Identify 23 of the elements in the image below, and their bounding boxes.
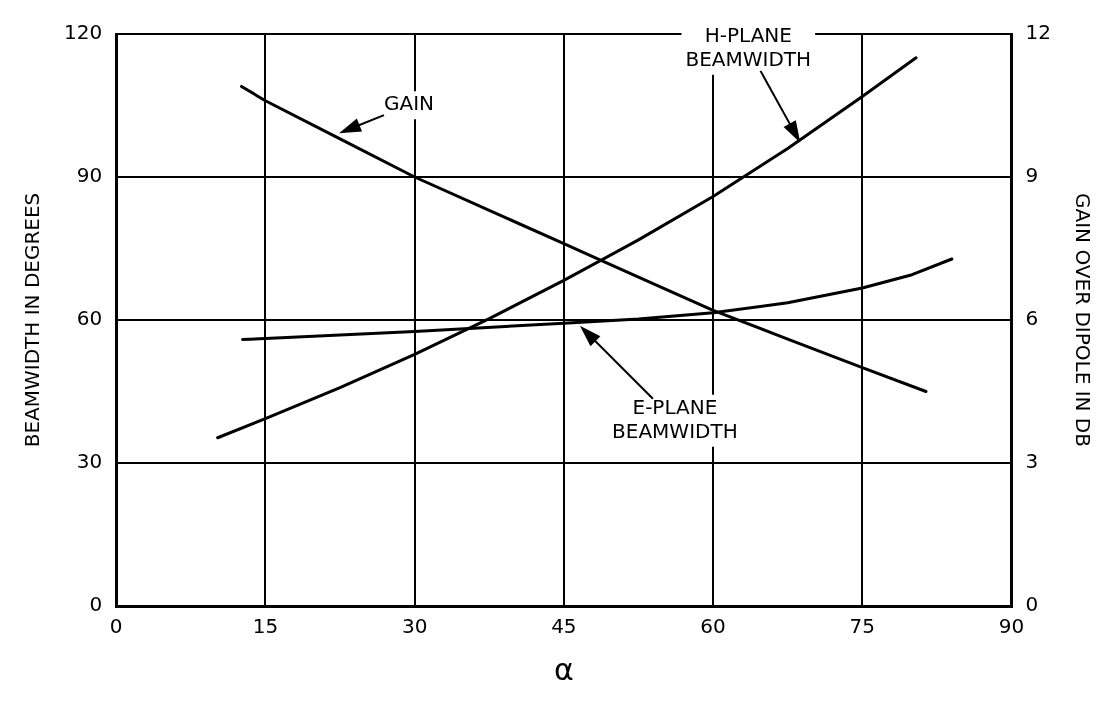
y2-tick-label: 0 (1025, 592, 1039, 617)
y2-axis-title: GAIN OVER DIPOLE IN DB (1070, 193, 1095, 447)
y-tick-label: 90 (76, 163, 103, 188)
y2-tick-label: 9 (1025, 163, 1039, 188)
y2-tick-label: 3 (1025, 449, 1039, 474)
y-axis-title: BEAMWIDTH IN DEGREES (20, 192, 45, 448)
x-tick-label: 75 (849, 614, 876, 639)
y-tick-label: 0 (89, 592, 103, 617)
y-tick-label: 30 (76, 449, 103, 474)
y2-tick-label: 12 (1025, 20, 1051, 45)
x-tick-label: 90 (998, 614, 1025, 639)
y-tick-label: 120 (63, 20, 103, 45)
x-tick-label: 45 (551, 614, 577, 639)
x-axis-title: α (553, 651, 574, 687)
annotation: H-PLANE BEAMWIDTH (685, 23, 812, 72)
x-tick-label: 60 (700, 614, 726, 639)
x-tick-label: 0 (109, 614, 123, 639)
y2-tick-label: 6 (1025, 306, 1039, 331)
x-tick-label: 30 (401, 614, 428, 639)
annotation: E-PLANE BEAMWIDTH (612, 394, 738, 443)
y-tick-label: 60 (76, 306, 103, 331)
annotation: GAIN (384, 91, 435, 116)
x-tick-label: 15 (252, 614, 279, 639)
